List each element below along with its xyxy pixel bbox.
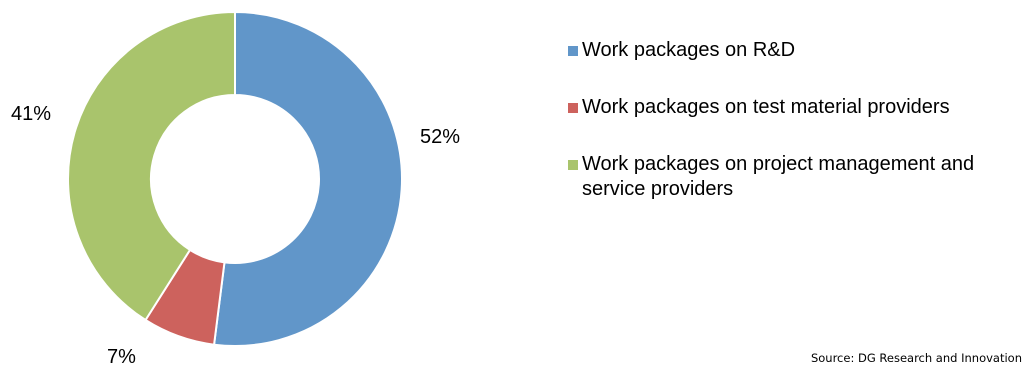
legend-item-rd: Work packages on R&D (566, 38, 1026, 63)
legend-item-test-material: Work packages on test material providers (566, 95, 1026, 120)
slice-label-project-management: 41% (11, 103, 51, 125)
chart-legend: Work packages on R&D Work packages on te… (566, 38, 1026, 234)
legend-label-test-material: Work packages on test material providers (582, 96, 950, 118)
legend-swatch-rd (568, 46, 578, 56)
slice-rd (212, 10, 403, 347)
legend-label-rd: Work packages on R&D (582, 39, 796, 61)
donut-slices (67, 10, 403, 347)
legend-swatch-test-material (568, 103, 578, 113)
legend-item-project-management: Work packages on project management and … (566, 152, 1026, 202)
slice-label-test-material: 7% (107, 346, 136, 368)
legend-label-project-management: Work packages on project management and … (582, 153, 975, 200)
legend-swatch-project-management (568, 160, 578, 170)
source-note: Source: DG Research and Innovation (810, 351, 1022, 365)
slice-project-management (67, 10, 236, 322)
slice-label-rd: 52% (420, 126, 460, 148)
